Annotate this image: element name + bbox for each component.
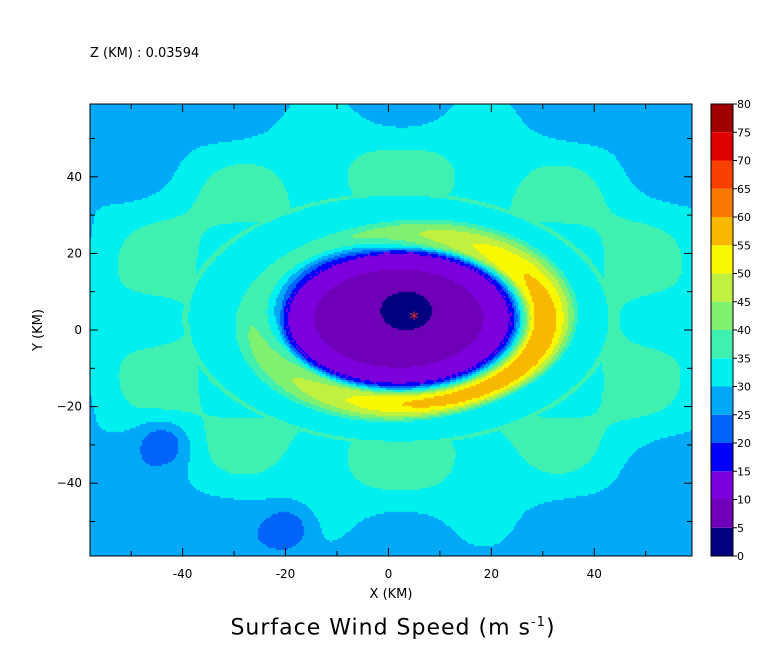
colorbar-label: 55 xyxy=(737,239,751,252)
colorbar-label: 45 xyxy=(737,296,751,309)
y-tick-label: 40 xyxy=(67,170,82,184)
colorbar-label: 70 xyxy=(737,155,751,168)
colorbar-label: 30 xyxy=(737,381,751,394)
colorbar-swatch xyxy=(711,245,733,274)
colorbar-label: 10 xyxy=(737,494,751,507)
chart-title-exponent: -1 xyxy=(530,615,546,630)
x-axis-label: X (KM) xyxy=(370,587,413,602)
colorbar-swatch xyxy=(711,301,733,330)
wind-speed-raster xyxy=(90,104,692,556)
y-axis-label: Y (KM) xyxy=(31,309,46,352)
z-level-label: Z (KM) : 0.03594 xyxy=(90,46,200,61)
colorbar-swatch xyxy=(711,471,733,500)
colorbar-swatch xyxy=(711,386,733,415)
axes: -40 -20 0 20 40 −40 −20 0 20 40 xyxy=(57,104,692,581)
colorbar-swatch xyxy=(711,330,733,359)
colorbar-swatch xyxy=(711,104,733,133)
colorbar-label: 50 xyxy=(737,268,751,281)
y-tick-label: −40 xyxy=(57,476,82,490)
colorbar-label: 0 xyxy=(737,550,744,563)
colorbar-swatch xyxy=(711,527,733,556)
y-tick-label: −20 xyxy=(57,400,82,414)
colorbar-label: 15 xyxy=(737,465,751,478)
x-tick-label: 20 xyxy=(484,567,499,581)
x-tick-label: 0 xyxy=(385,567,393,581)
x-tick-label: -40 xyxy=(173,567,193,581)
colorbar-label: 65 xyxy=(737,183,751,196)
storm-center-marker-group: * xyxy=(410,309,419,330)
storm-center-marker: * xyxy=(410,309,419,330)
wind-speed-contour-field xyxy=(90,104,692,556)
colorbar-label: 80 xyxy=(737,98,751,111)
colorbar-swatch xyxy=(711,273,733,302)
y-tick-label: 20 xyxy=(67,246,82,260)
colorbar-swatch xyxy=(711,188,733,217)
x-tick-label: -20 xyxy=(276,567,296,581)
colorbar-swatch xyxy=(711,414,733,443)
colorbar-swatch xyxy=(711,132,733,161)
colorbar-swatch xyxy=(711,358,733,387)
colorbar-label: 25 xyxy=(737,409,751,422)
colorbar-label: 40 xyxy=(737,324,751,337)
colorbar-swatch xyxy=(711,443,733,472)
colorbar-label: 35 xyxy=(737,352,751,365)
chart-title-text: Surface Wind Speed (m s xyxy=(230,615,531,641)
colorbar-label: 5 xyxy=(737,522,744,535)
y-tick-label: 0 xyxy=(74,323,82,337)
colorbar-label: 75 xyxy=(737,126,751,139)
colorbar: 0 5 10 15 20 25 30 35 40 45 50 55 60 65 70 75 80 xyxy=(710,98,751,563)
chart-title: Surface Wind Speed (m s-1) xyxy=(230,615,556,641)
colorbar-swatch xyxy=(711,217,733,246)
colorbar-label: 20 xyxy=(737,437,751,450)
colorbar-label: 60 xyxy=(737,211,751,224)
x-tick-label: 40 xyxy=(587,567,602,581)
colorbar-swatch xyxy=(711,160,733,189)
colorbar-swatch xyxy=(711,499,733,528)
